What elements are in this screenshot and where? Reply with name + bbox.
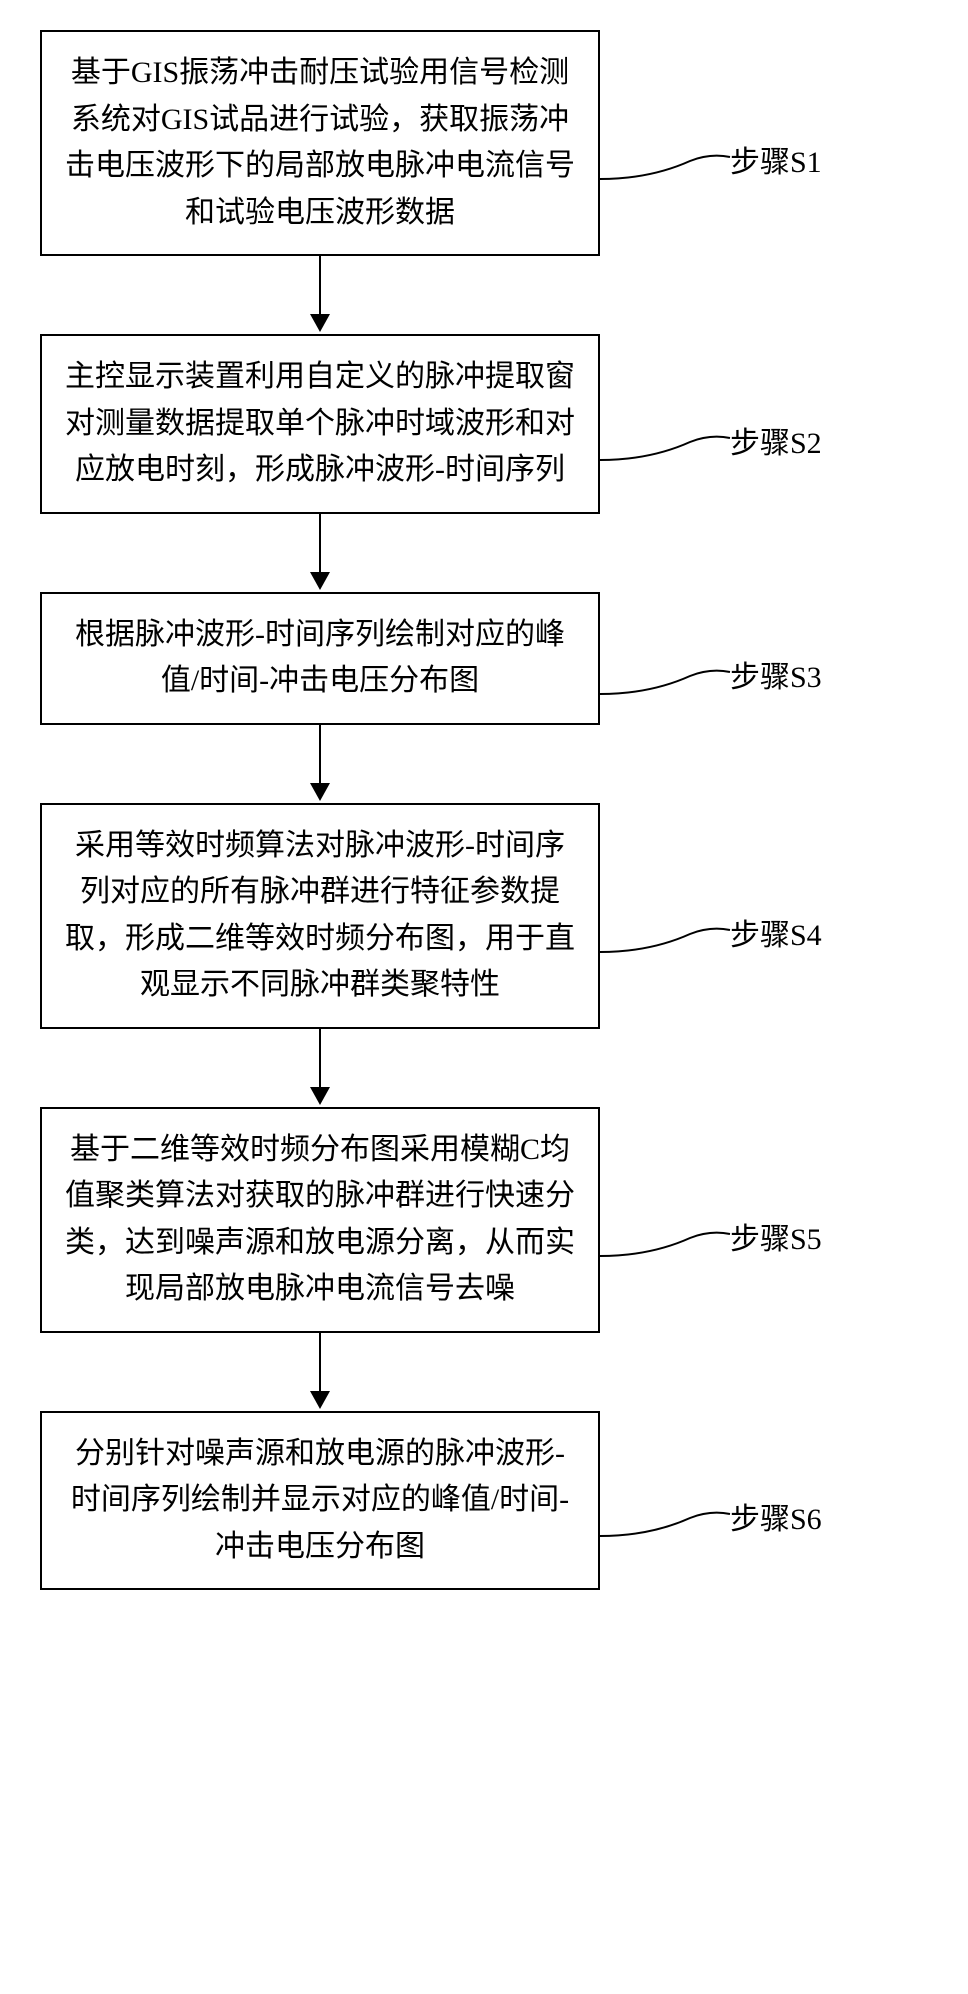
step-box-3: 根据脉冲波形-时间序列绘制对应的峰值/时间-冲击电压分布图: [40, 592, 600, 725]
step-label-6: 步骤S6: [730, 1494, 822, 1538]
arrow-line-4: [319, 1029, 321, 1091]
step-row-5: 基于二维等效时频分布图采用模糊C均值聚类算法对获取的脉冲群进行快速分类，达到噪声…: [40, 1107, 920, 1333]
arrow-head-5: [310, 1391, 330, 1409]
arrow-head-4: [310, 1087, 330, 1105]
curve-connector-2: [600, 424, 740, 484]
arrow-4: [40, 1029, 600, 1107]
step-text-1: 基于GIS振荡冲击耐压试验用信号检测系统对GIS试品进行试验，获取振荡冲击电压波…: [64, 50, 576, 236]
arrow-line-1: [319, 256, 321, 318]
step-label-5: 步骤S5: [730, 1214, 822, 1258]
arrow-line-3: [319, 725, 321, 787]
step-row-2: 主控显示装置利用自定义的脉冲提取窗对测量数据提取单个脉冲时域波形和对应放电时刻，…: [40, 334, 920, 514]
step-label-2: 步骤S2: [730, 418, 822, 462]
curve-connector-3: [600, 658, 740, 718]
step-label-3: 步骤S3: [730, 652, 822, 696]
curve-connector-5: [600, 1220, 740, 1280]
step-label-1: 步骤S1: [730, 137, 822, 181]
arrow-line-2: [319, 514, 321, 576]
step-label-4: 步骤S4: [730, 910, 822, 954]
arrow-2: [40, 514, 600, 592]
step-box-1: 基于GIS振荡冲击耐压试验用信号检测系统对GIS试品进行试验，获取振荡冲击电压波…: [40, 30, 600, 256]
curve-connector-4: [600, 916, 740, 976]
step-box-5: 基于二维等效时频分布图采用模糊C均值聚类算法对获取的脉冲群进行快速分类，达到噪声…: [40, 1107, 600, 1333]
arrow-head-3: [310, 783, 330, 801]
arrow-line-5: [319, 1333, 321, 1395]
step-box-6: 分别针对噪声源和放电源的脉冲波形-时间序列绘制并显示对应的峰值/时间-冲击电压分…: [40, 1411, 600, 1591]
step-text-3: 根据脉冲波形-时间序列绘制对应的峰值/时间-冲击电压分布图: [64, 612, 576, 705]
flowchart-container: 基于GIS振荡冲击耐压试验用信号检测系统对GIS试品进行试验，获取振荡冲击电压波…: [40, 30, 920, 1590]
arrow-5: [40, 1333, 600, 1411]
step-row-4: 采用等效时频算法对脉冲波形-时间序列对应的所有脉冲群进行特征参数提取，形成二维等…: [40, 803, 920, 1029]
curve-connector-6: [600, 1500, 740, 1560]
arrow-head-1: [310, 314, 330, 332]
step-text-4: 采用等效时频算法对脉冲波形-时间序列对应的所有脉冲群进行特征参数提取，形成二维等…: [64, 823, 576, 1009]
step-row-3: 根据脉冲波形-时间序列绘制对应的峰值/时间-冲击电压分布图 步骤S3: [40, 592, 920, 725]
arrow-head-2: [310, 572, 330, 590]
step-text-2: 主控显示装置利用自定义的脉冲提取窗对测量数据提取单个脉冲时域波形和对应放电时刻，…: [64, 354, 576, 494]
arrow-1: [40, 256, 600, 334]
step-row-6: 分别针对噪声源和放电源的脉冲波形-时间序列绘制并显示对应的峰值/时间-冲击电压分…: [40, 1411, 920, 1591]
step-row-1: 基于GIS振荡冲击耐压试验用信号检测系统对GIS试品进行试验，获取振荡冲击电压波…: [40, 30, 920, 256]
curve-connector-1: [600, 143, 740, 203]
arrow-3: [40, 725, 600, 803]
step-text-5: 基于二维等效时频分布图采用模糊C均值聚类算法对获取的脉冲群进行快速分类，达到噪声…: [64, 1127, 576, 1313]
step-box-4: 采用等效时频算法对脉冲波形-时间序列对应的所有脉冲群进行特征参数提取，形成二维等…: [40, 803, 600, 1029]
step-text-6: 分别针对噪声源和放电源的脉冲波形-时间序列绘制并显示对应的峰值/时间-冲击电压分…: [64, 1431, 576, 1571]
step-box-2: 主控显示装置利用自定义的脉冲提取窗对测量数据提取单个脉冲时域波形和对应放电时刻，…: [40, 334, 600, 514]
